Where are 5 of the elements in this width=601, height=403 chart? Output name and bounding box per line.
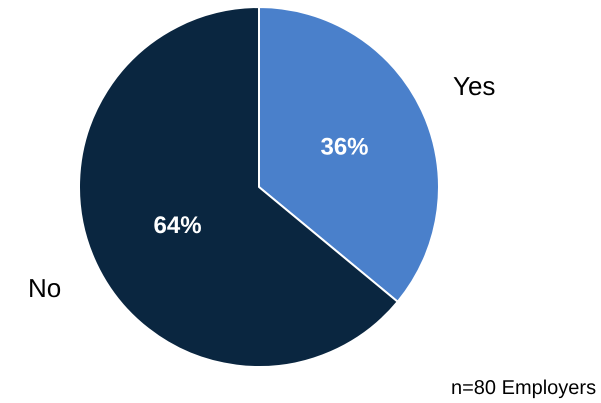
text: n=80 Employers xyxy=(451,377,596,399)
data-label: 36% xyxy=(320,133,369,160)
slice-label: No xyxy=(28,273,62,303)
data-label: 64% xyxy=(154,212,202,239)
slice-label: Yes xyxy=(453,71,496,101)
